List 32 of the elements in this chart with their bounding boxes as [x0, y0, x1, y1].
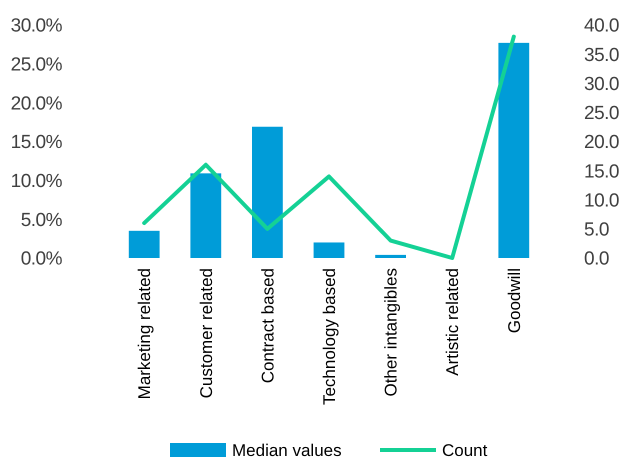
bar — [498, 42, 530, 258]
bar — [252, 126, 283, 258]
x-tick-label: Contract based — [258, 268, 278, 384]
y2-tick-label: 5.0 — [584, 220, 609, 241]
y2-tick-label: 10.0 — [584, 190, 619, 212]
y2-tick-label: 40.0 — [584, 16, 619, 37]
x-tick-label: Marketing related — [135, 268, 154, 400]
x-tick-label: Goodwill — [504, 268, 524, 334]
bar — [314, 242, 344, 258]
y-tick-label: 30.0% — [10, 16, 63, 37]
legend-label: Median values — [232, 440, 342, 460]
legend-label: Count — [442, 440, 488, 460]
y-tick-label: 15.0% — [10, 132, 63, 154]
y-tick-label: 20.0% — [10, 93, 63, 114]
x-tick-label: Other intangibles — [382, 268, 401, 397]
bar — [375, 254, 406, 258]
y-tick-label: 10.0% — [10, 170, 63, 192]
x-tick-label: Customer related — [196, 268, 216, 398]
line-series — [142, 34, 516, 260]
y2-tick-label: 20.0 — [584, 132, 619, 154]
y2-tick-label: 15.0 — [584, 161, 619, 182]
y-tick-label: 25.0% — [10, 54, 63, 76]
bar — [190, 173, 222, 258]
x-tick-label: Artistic related — [443, 268, 462, 376]
x-tick-label: Technology based — [320, 268, 339, 406]
y-tick-label: 5.0% — [20, 210, 63, 231]
y2-tick-label: 35.0 — [584, 44, 619, 66]
y2-tick-label: 30.0 — [584, 74, 619, 95]
y-tick-label: 0.0% — [20, 248, 63, 270]
bar — [128, 230, 160, 258]
y2-tick-label: 25.0 — [584, 103, 619, 124]
y2-tick-label: 0.0 — [584, 248, 609, 270]
